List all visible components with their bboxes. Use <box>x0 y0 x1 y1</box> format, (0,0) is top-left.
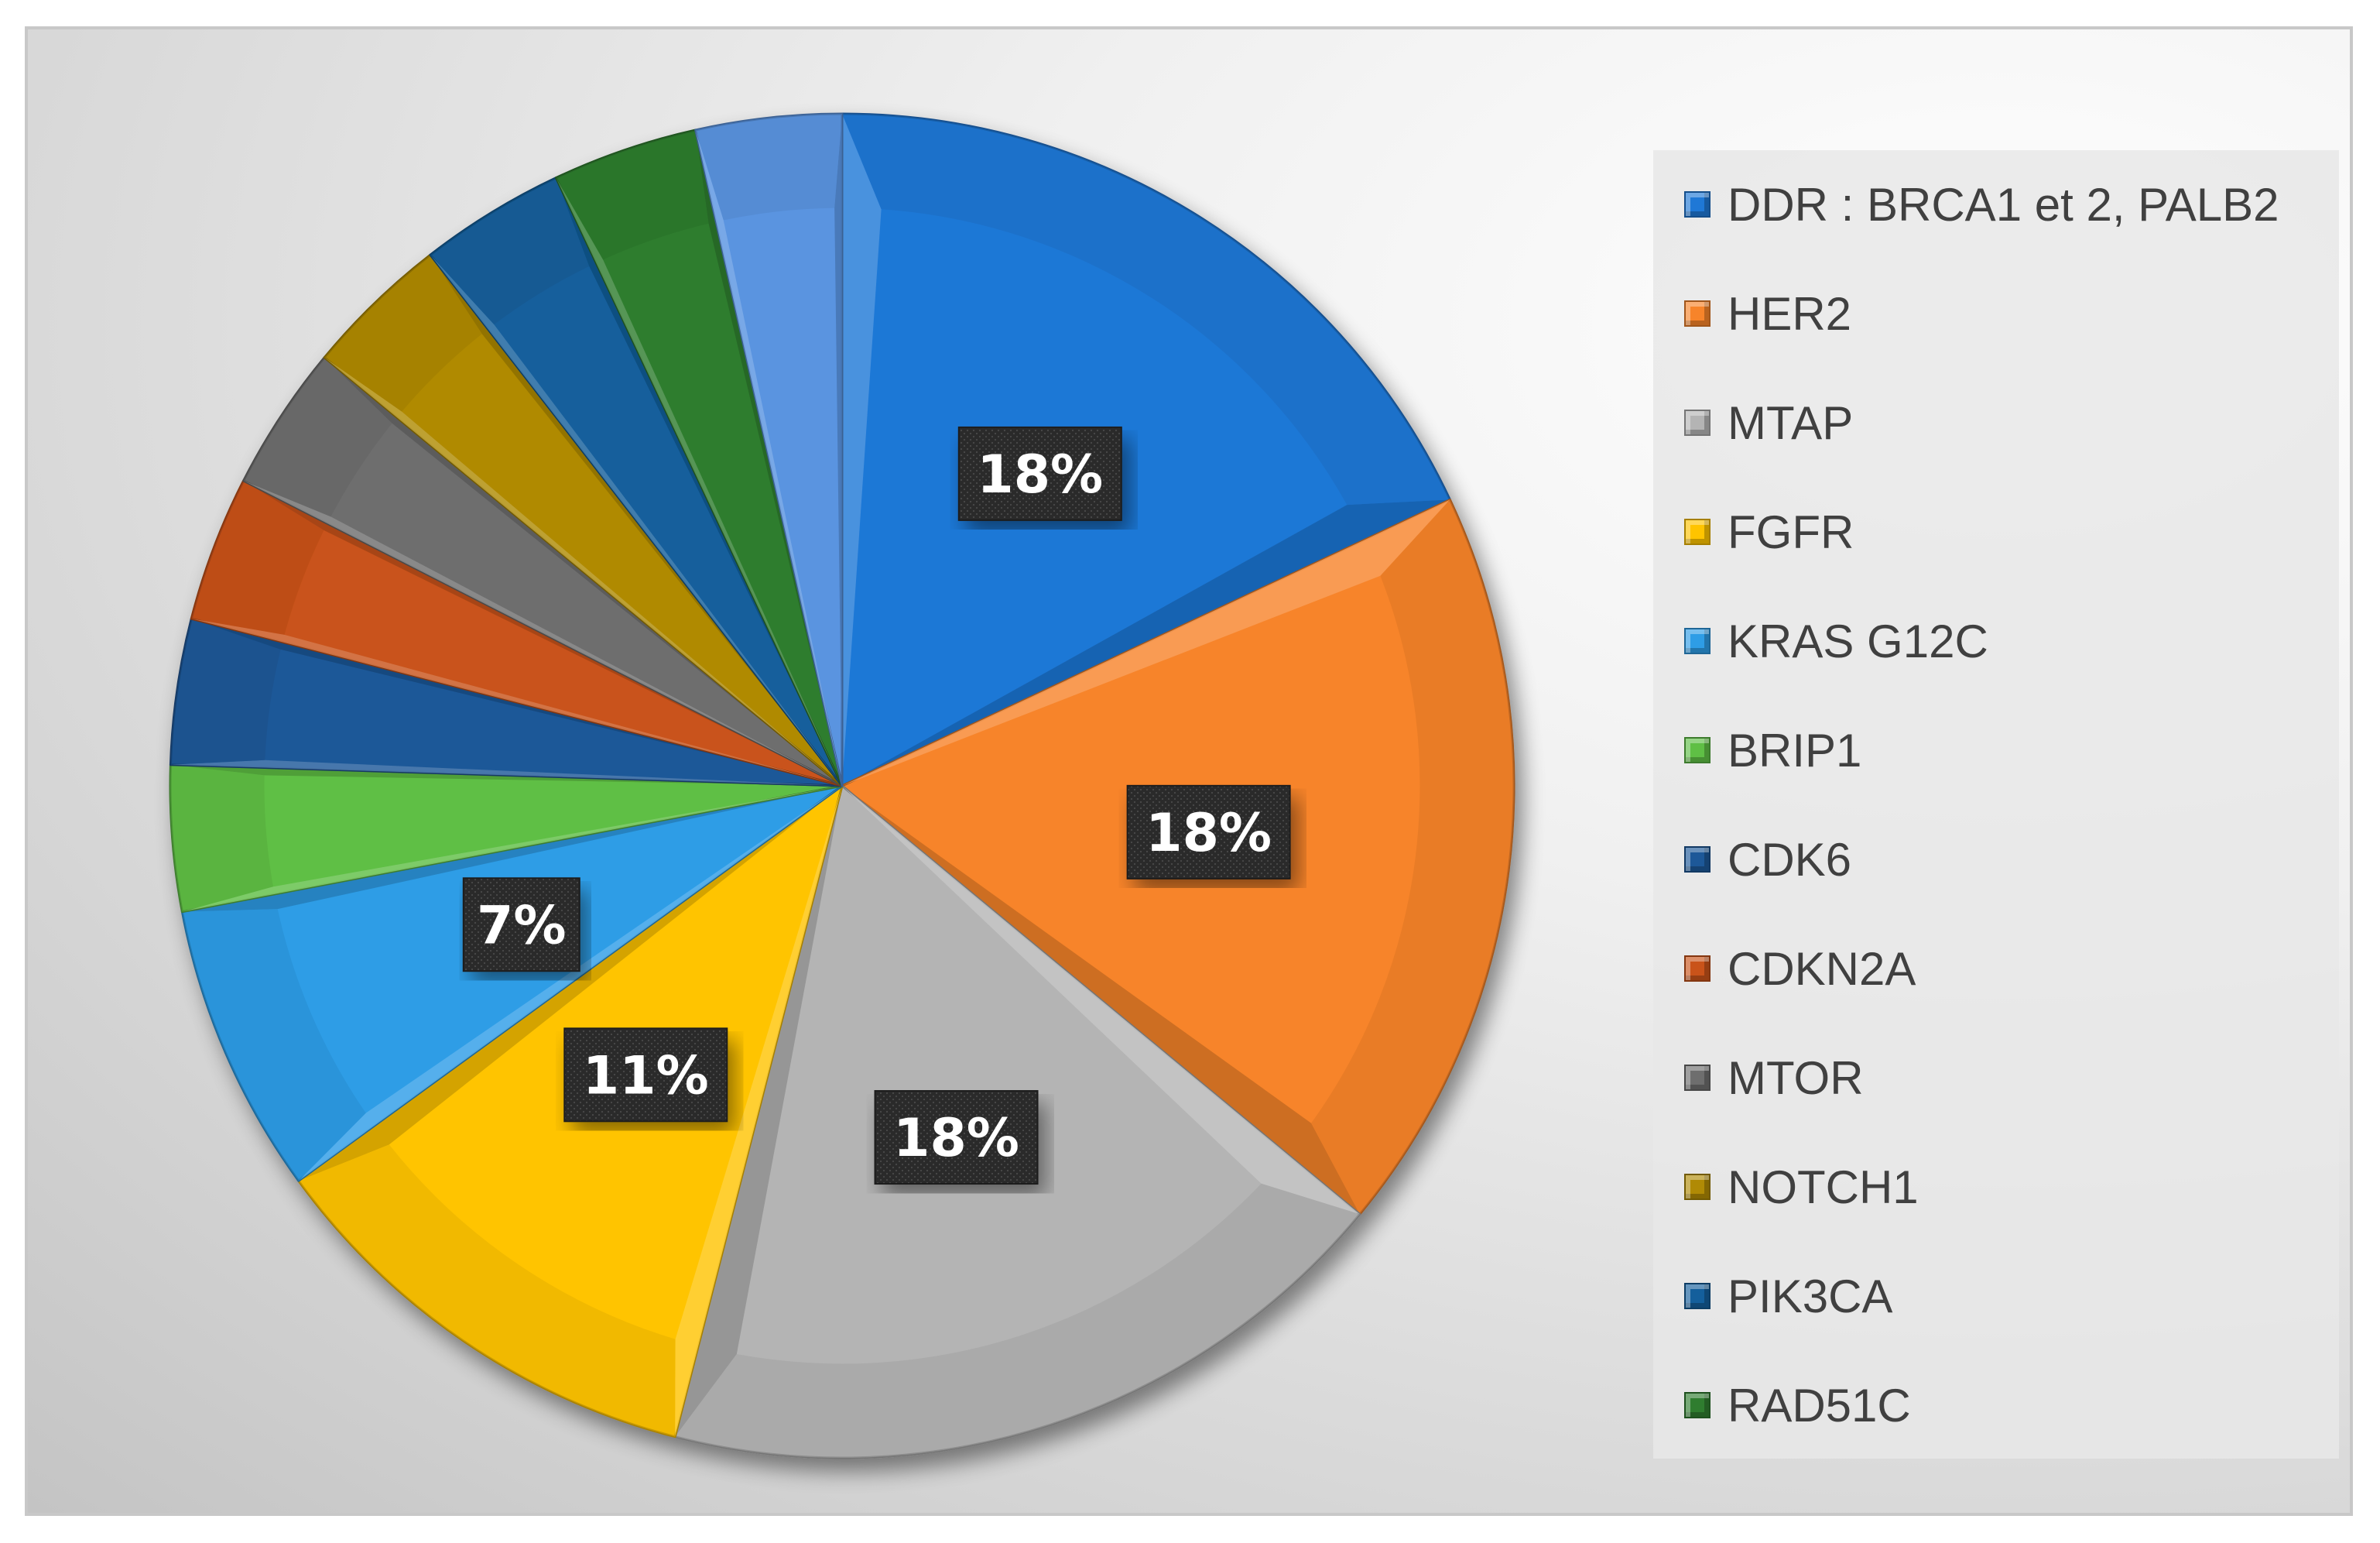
legend-swatch <box>1684 410 1711 436</box>
legend-item: KRAS G12C <box>1684 610 1988 672</box>
legend-swatch <box>1684 191 1711 218</box>
legend-item: BRIP1 <box>1684 719 1861 781</box>
legend-item: MTOR <box>1684 1047 1864 1109</box>
legend-label: RAD51C <box>1728 1379 1911 1432</box>
legend-swatch <box>1684 300 1711 327</box>
legend-item: DDR : BRCA1 et 2, PALB2 <box>1684 173 2279 235</box>
legend-label: BRIP1 <box>1728 724 1862 777</box>
legend-label: KRAS G12C <box>1728 615 1988 667</box>
legend: DDR : BRCA1 et 2, PALB2 HER2 MTAP FGFR KRAS … <box>1653 150 2339 1459</box>
legend-swatch <box>1684 846 1711 873</box>
pie-chart: 18% 18% 18% 11% 7% <box>169 112 1515 1459</box>
data-label: 18% <box>874 1090 1039 1185</box>
legend-item: HER2 <box>1684 283 1851 345</box>
legend-swatch <box>1684 737 1711 763</box>
legend-item: MTAP <box>1684 392 1853 454</box>
data-label-text: 18% <box>893 1108 1019 1169</box>
chart-frame: 18% 18% 18% 11% 7% DDR : BRCA1 et 2, PALB2 HE… <box>25 26 2353 1516</box>
legend-item: PIK3CA <box>1684 1265 1892 1327</box>
pie-slice-unlabeled-12 <box>694 112 844 787</box>
data-label: 18% <box>957 426 1122 521</box>
legend-label: CDK6 <box>1728 833 1852 886</box>
legend-swatch <box>1684 1283 1711 1309</box>
legend-label: MTAP <box>1728 396 1854 449</box>
legend-item: CDK6 <box>1684 828 1851 890</box>
legend-label: DDR : BRCA1 et 2, PALB2 <box>1728 178 2279 231</box>
legend-label: HER2 <box>1728 287 1852 340</box>
legend-swatch <box>1684 1174 1711 1200</box>
legend-swatch <box>1684 955 1711 982</box>
legend-swatch <box>1684 1065 1711 1091</box>
data-label: 11% <box>563 1027 728 1123</box>
data-label-text: 11% <box>583 1045 709 1106</box>
legend-item: CDKN2A <box>1684 938 1916 1000</box>
data-label: 7% <box>462 877 580 972</box>
legend-item: FGFR <box>1684 501 1854 563</box>
data-label-text: 18% <box>977 444 1103 506</box>
legend-swatch <box>1684 628 1711 654</box>
legend-item: RAD51C <box>1684 1374 1911 1436</box>
legend-swatch <box>1684 519 1711 545</box>
legend-label: PIK3CA <box>1728 1270 1893 1322</box>
legend-label: FGFR <box>1728 506 1854 558</box>
legend-swatch <box>1684 1392 1711 1418</box>
data-label-text: 18% <box>1145 803 1272 864</box>
data-label-text: 7% <box>477 895 566 956</box>
legend-label: NOTCH1 <box>1728 1161 1919 1213</box>
data-label: 18% <box>1126 784 1291 880</box>
legend-label: MTOR <box>1728 1051 1864 1104</box>
legend-item: NOTCH1 <box>1684 1156 1919 1218</box>
legend-label: CDKN2A <box>1728 942 1916 995</box>
